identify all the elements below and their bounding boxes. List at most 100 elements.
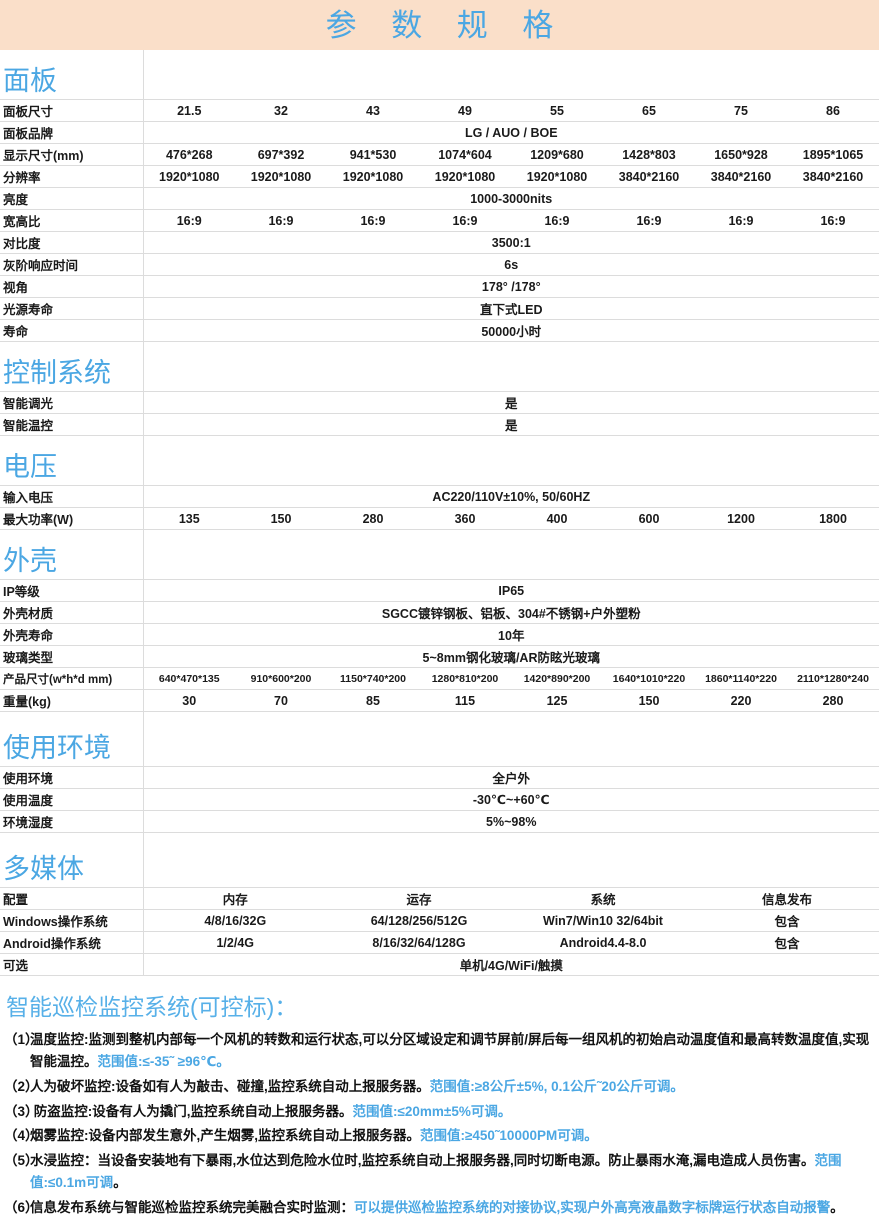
cell: 16:9	[235, 209, 327, 232]
section-row-voltage: 电压	[0, 435, 879, 486]
note-number: （6）	[4, 1200, 39, 1216]
cell: 1920*1080	[419, 165, 511, 188]
row-label-panel-brand: 面板品牌	[0, 121, 144, 144]
table-row: 使用环境 全户外	[0, 766, 879, 789]
note-number: （4）	[4, 1128, 39, 1144]
cell: 是	[143, 391, 879, 414]
section-row-environment: 使用环境	[0, 711, 879, 767]
cell: 6s	[143, 253, 879, 276]
table-row: 输入电压 AC220/110V±10%, 50/60HZ	[0, 485, 879, 508]
cell: AC220/110V±10%, 50/60HZ	[143, 485, 879, 508]
cell: 280	[327, 507, 419, 530]
cell: 150	[603, 689, 695, 712]
note-item: （6）信息发布系统与智能巡检监控系统完美融合实时监测：可以提供巡检监控系统的对接…	[4, 1197, 875, 1219]
cell: 43	[327, 99, 419, 122]
note-item: （1）温度监控:监测到整机内部每一个风机的转数和运行状态,可以分区域设定和调节屏…	[4, 1029, 875, 1073]
note-text: 温度监控:监测到整机内部每一个风机的转数和运行状态,可以分区域设定和调节屏前/屏…	[30, 1032, 870, 1069]
cell: 220	[695, 689, 787, 712]
row-label-lifetime: 寿命	[0, 319, 144, 342]
section-row-enclosure: 外壳	[0, 529, 879, 580]
cell: 1000-3000nits	[143, 187, 879, 210]
table-row: 外壳寿命 10年	[0, 623, 879, 646]
row-label-input-voltage: 输入电压	[0, 485, 144, 508]
row-label-enclosure-life: 外壳寿命	[0, 623, 144, 646]
note-item: （2）人为破坏监控:设备如有人为敲击、碰撞,监控系统自动上报服务器。范围值:≥8…	[4, 1076, 875, 1098]
cell: 是	[143, 413, 879, 436]
table-row: 环境湿度 5%~98%	[0, 810, 879, 833]
cell: 16:9	[511, 209, 603, 232]
table-row: 灰阶响应时间 6s	[0, 253, 879, 276]
cell: 640*470*135	[143, 667, 235, 690]
cell: 1640*1010*220	[603, 667, 695, 690]
cell: 150	[235, 507, 327, 530]
cell: 5%~98%	[143, 810, 879, 833]
row-label-optional: 可选	[0, 953, 144, 976]
cell: LG / AUO / BOE	[143, 121, 879, 144]
note-range-value: 范围值:≤-35˜ ≥96℃。	[97, 1053, 230, 1069]
cell: 1150*740*200	[327, 667, 419, 690]
section-title-panel: 面板	[0, 50, 144, 100]
cell: 16:9	[327, 209, 419, 232]
cell: 21.5	[143, 99, 235, 122]
note-range-value: 范围值:≥8公斤±5%, 0.1公斤˜20公斤可调。	[429, 1078, 684, 1094]
notes-title: 智能巡检监控系统(可控标)：	[6, 994, 298, 1020]
note-text: 水浸监控：当设备安装地有下暴雨,水位达到危险水位时,监控系统自动上报服务器,同时…	[30, 1153, 815, 1169]
row-label-config: 配置	[0, 887, 144, 910]
cell: 包含	[695, 931, 879, 954]
cell: 3840*2160	[603, 165, 695, 188]
row-label-max-power: 最大功率(W)	[0, 507, 144, 530]
table-row: 智能调光 是	[0, 391, 879, 414]
note-item: （4）烟雾监控:设备内部发生意外,产生烟雾,监控系统自动上报服务器。范围值:≥4…	[4, 1125, 875, 1147]
table-row: 可选 单机/4G/WiFi/触摸	[0, 953, 879, 976]
cell: 10年	[143, 623, 879, 646]
row-label-aspect-ratio: 宽高比	[0, 209, 144, 232]
cell: 16:9	[603, 209, 695, 232]
cell: Android4.4-8.0	[511, 931, 695, 954]
row-label-response-time: 灰阶响应时间	[0, 253, 144, 276]
row-label-view-angle: 视角	[0, 275, 144, 298]
cell: 1920*1080	[235, 165, 327, 188]
table-row: 寿命 50000小时	[0, 319, 879, 342]
cell: -30℃~+60℃	[143, 788, 879, 811]
row-label-smart-dimming: 智能调光	[0, 391, 144, 414]
note-number: （5）	[4, 1153, 39, 1169]
table-row: 视角 178° /178°	[0, 275, 879, 298]
table-row: 宽高比 16:9 16:9 16:9 16:9 16:9 16:9 16:9 1…	[0, 209, 879, 232]
cell: 4/8/16/32G	[143, 909, 327, 932]
section-row-control: 控制系统	[0, 341, 879, 392]
cell: 115	[419, 689, 511, 712]
row-label-display-size: 显示尺寸(mm)	[0, 143, 144, 166]
note-text: 人为破坏监控:设备如有人为敲击、碰撞,监控系统自动上报服务器。	[30, 1078, 430, 1094]
section-title-environment: 使用环境	[0, 711, 144, 767]
row-label-enclosure-material: 外壳材质	[0, 601, 144, 624]
cell: 1920*1080	[327, 165, 419, 188]
cell: 30	[143, 689, 235, 712]
cell: 1920*1080	[143, 165, 235, 188]
cell: 2110*1280*240	[787, 667, 879, 690]
cell: 49	[419, 99, 511, 122]
note-range-value: 范围值:≥450˜10000PM可调。	[420, 1128, 598, 1144]
cell: 16:9	[695, 209, 787, 232]
cell: 125	[511, 689, 603, 712]
table-row: 面板尺寸 21.5 32 43 49 55 65 75 86	[0, 99, 879, 122]
table-row: 配置 内存 运存 系统 信息发布	[0, 887, 879, 910]
row-label-resolution: 分辨率	[0, 165, 144, 188]
cell: 5~8mm钢化玻璃/AR防眩光玻璃	[143, 645, 879, 668]
row-label-humidity: 环境湿度	[0, 810, 144, 833]
cell: IP65	[143, 579, 879, 602]
note-item: （5）水浸监控：当设备安装地有下暴雨,水位达到危险水位时,监控系统自动上报服务器…	[4, 1150, 875, 1194]
cell: 包含	[695, 909, 879, 932]
row-label-usage-temperature: 使用温度	[0, 788, 144, 811]
cell: 941*530	[327, 143, 419, 166]
cell: 135	[143, 507, 235, 530]
note-range-value: 可以提供巡检监控系统的对接协议,实现户外高亮液晶数字标牌运行状态自动报警	[354, 1200, 831, 1216]
column-header-storage: 运存	[327, 887, 511, 910]
cell: 360	[419, 507, 511, 530]
cell: SGCC镀锌钢板、铝板、304#不锈钢+户外塑粉	[143, 601, 879, 624]
column-header-publishing: 信息发布	[695, 887, 879, 910]
cell: 70	[235, 689, 327, 712]
table-row: 最大功率(W) 135 150 280 360 400 600 1200 180…	[0, 507, 879, 530]
cell: 1800	[787, 507, 879, 530]
cell: 476*268	[143, 143, 235, 166]
cell: 直下式LED	[143, 297, 879, 320]
